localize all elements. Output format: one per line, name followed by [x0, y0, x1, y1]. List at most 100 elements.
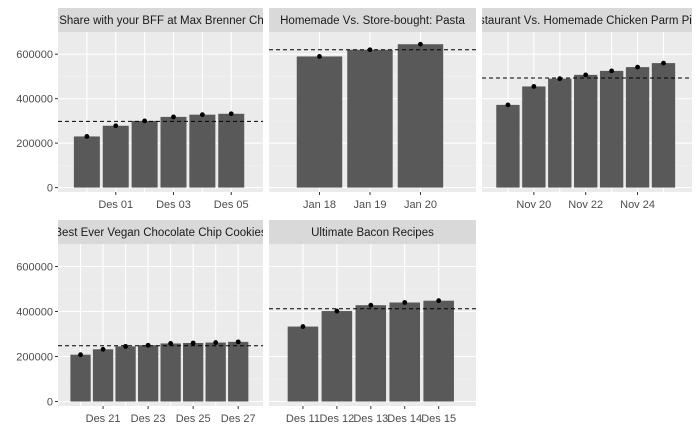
x-tick-label: Des 12: [319, 413, 354, 425]
data-point: [171, 114, 176, 120]
data-point: [235, 339, 241, 345]
bar-des-23: [137, 345, 159, 402]
bar-des-12: [321, 311, 353, 402]
bar-jan-18: [296, 56, 343, 188]
bar-des-00: [73, 136, 100, 188]
data-point: [635, 64, 640, 70]
data-point: [228, 111, 234, 117]
x-tick-label: Des 27: [221, 413, 256, 425]
data-point: [123, 343, 128, 349]
data-point: [199, 112, 205, 118]
data-point: [78, 352, 83, 358]
data-point: [368, 302, 374, 308]
data-point: [531, 84, 537, 89]
bar-des-20: [70, 354, 91, 402]
facet-strip: [58, 220, 263, 244]
facet-strip: [58, 8, 263, 32]
x-tick-label: Jan 19: [353, 199, 386, 211]
facet-panel-2: Homemade Vs. Store-bought: Pasta Jan 18 Ja…: [269, 8, 476, 211]
y-tick-label: 200000: [16, 138, 53, 150]
bar-des-02: [131, 120, 158, 188]
data-point: [190, 340, 196, 346]
bar-des-25: [183, 343, 204, 402]
y-tick-label: 400000: [16, 94, 53, 106]
x-tick-label: Des 21: [86, 413, 121, 425]
facet-panel-3: Restaurant Vs. Homemade Chicken Parm Piz…: [464, 8, 700, 211]
data-point: [334, 308, 340, 314]
x-tick-label: Des 05: [214, 199, 249, 211]
data-point: [142, 118, 148, 124]
bar-jan-20: [397, 44, 444, 188]
facet-title: Homemade Vs. Store-bought: Pasta: [280, 15, 465, 27]
facet-strip: [269, 8, 476, 32]
bar-des-01: [102, 125, 129, 188]
data-point: [661, 60, 666, 66]
bar-des-11: [287, 326, 319, 402]
x-tick-label: Jan 20: [404, 199, 437, 211]
x-tick-label: Des 01: [98, 199, 133, 211]
data-point: [213, 340, 219, 345]
y-tick-label: 0: [47, 183, 53, 195]
bar-nov-20: [522, 86, 546, 188]
facet-strip: [269, 220, 476, 244]
x-tick-label: Des 11: [286, 413, 320, 425]
y-tick-label: 400000: [16, 307, 53, 319]
bar-des-24: [160, 343, 181, 402]
bar-jan-19: [347, 49, 393, 188]
data-point: [609, 68, 615, 74]
data-point: [418, 41, 423, 47]
data-point: [367, 47, 373, 53]
bar-nov-22: [574, 74, 598, 188]
data-point: [84, 134, 90, 139]
data-point: [113, 123, 119, 129]
facet-panel-1: How to Share with your BFF at Max Brenne…: [16, 8, 301, 211]
y-tick-label: 0: [47, 397, 53, 409]
bar-des-14: [389, 302, 421, 402]
x-tick-label: Jan 18: [303, 199, 336, 211]
y-tick-label: 600000: [16, 262, 53, 274]
x-tick-label: Nov 24: [620, 199, 655, 211]
x-tick-label: Des 03: [156, 199, 191, 211]
bar-des-22: [115, 346, 136, 402]
bar-des-27: [228, 341, 249, 402]
x-tick-label: Des 23: [131, 413, 166, 425]
facet-title: Ultimate Bacon Recipes: [311, 227, 434, 239]
x-tick-label: Des 15: [421, 413, 456, 425]
data-point: [583, 72, 589, 78]
facet-panel-5: Ultimate Bacon Recipes Des 11 Des 12 Des 13…: [269, 220, 476, 425]
data-point: [317, 54, 322, 59]
bar-des-04: [189, 114, 216, 188]
data-point: [300, 324, 306, 329]
data-point: [168, 341, 174, 346]
x-tick-label: Des 25: [176, 413, 211, 425]
bar-des-03: [160, 116, 187, 188]
bar-des-13: [355, 305, 387, 402]
bar-nov-21: [548, 78, 572, 188]
facet-strip: [482, 8, 692, 32]
x-tick-label: Nov 22: [568, 199, 603, 211]
data-point: [557, 76, 563, 82]
data-point: [402, 300, 408, 305]
x-tick-label: Des 14: [387, 413, 422, 425]
facet-title: Restaurant Vs. Homemade Chicken Parm Piz…: [464, 15, 700, 27]
bar-nov-25: [651, 63, 676, 188]
bar-des-05: [218, 113, 245, 188]
bar-nov-24: [625, 67, 650, 188]
data-point: [505, 102, 511, 108]
x-tick-label: Des 13: [353, 413, 388, 425]
y-tick-label: 200000: [16, 352, 53, 364]
bar-des-26: [205, 342, 226, 402]
bar-des-15: [423, 300, 454, 402]
bar-des-21: [92, 349, 114, 402]
facet-title: Best Ever Vegan Chocolate Chip Cookies: [54, 227, 266, 239]
data-point: [145, 342, 151, 348]
facet-panel-4: Best Ever Vegan Chocolate Chip Cookies De…: [16, 220, 266, 425]
bar-nov-19: [496, 104, 520, 188]
facet-title: How to Share with your BFF at Max Brenne…: [20, 15, 301, 27]
data-point: [436, 298, 442, 304]
bar-nov-23: [599, 70, 624, 188]
y-tick-label: 600000: [16, 49, 53, 61]
data-point: [100, 346, 106, 352]
x-tick-label: Nov 20: [516, 199, 551, 211]
